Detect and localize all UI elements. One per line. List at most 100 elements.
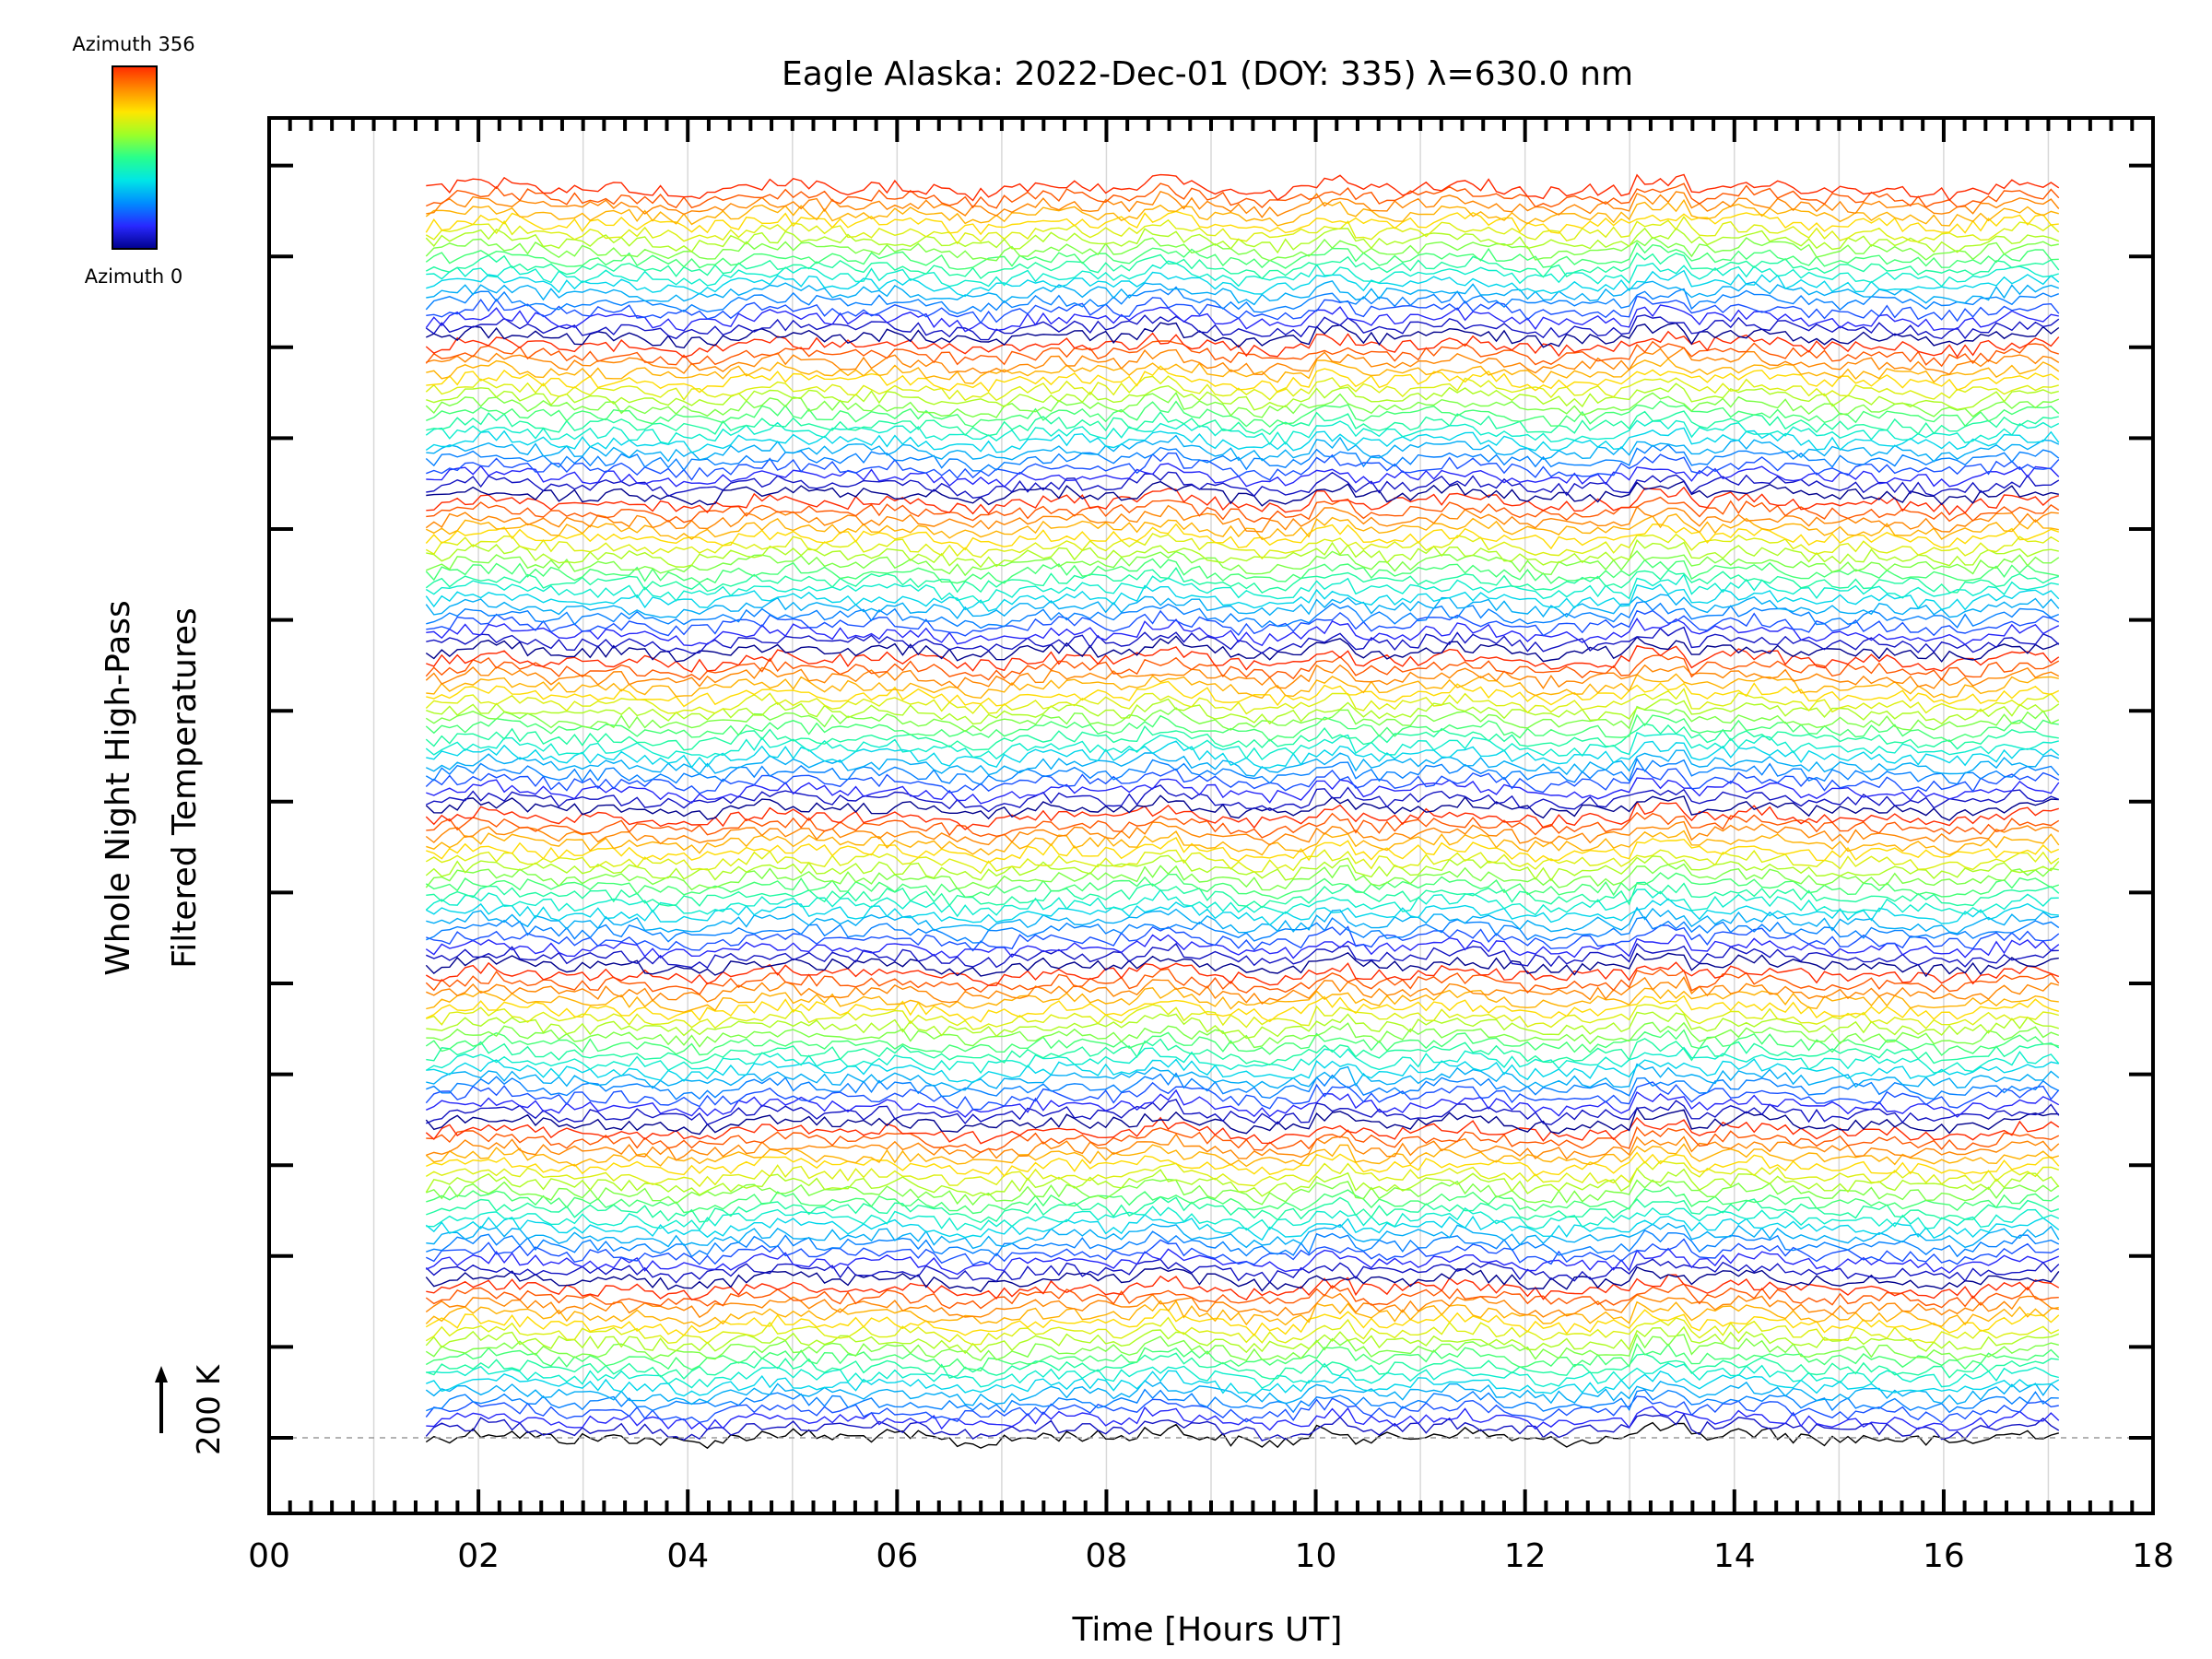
series-line	[426, 740, 2060, 769]
series-line	[425, 800, 2059, 830]
series-line	[425, 968, 2060, 995]
x-tick-label: 08	[1086, 1537, 1128, 1575]
series-line	[426, 837, 2060, 864]
series-line	[426, 1230, 2060, 1258]
series-line	[426, 1178, 2060, 1206]
x-tick-label: 00	[248, 1537, 290, 1575]
x-tick-label: 10	[1295, 1537, 1337, 1575]
colorbar-bottom-label: Azimuth 0	[85, 265, 183, 288]
series-line	[425, 286, 2060, 314]
series-line	[426, 626, 2060, 654]
series-line	[425, 594, 2060, 620]
series-line	[426, 644, 2060, 673]
series-line	[426, 673, 2059, 700]
series-line	[426, 365, 2060, 394]
series-line	[425, 820, 2060, 846]
x-tick-labels: 00 02 04 06 08 10 12 14 16 18	[248, 1537, 2174, 1575]
scale-label: 200 K	[191, 1363, 228, 1455]
series-line	[425, 713, 2059, 743]
series-line	[426, 1004, 2059, 1030]
x-axis-label: Time [Hours UT]	[1072, 1611, 1343, 1649]
series-line	[426, 1058, 2059, 1084]
series-line	[425, 1292, 2059, 1319]
series-line	[425, 688, 2060, 715]
series-line	[426, 452, 2060, 481]
series-line	[426, 182, 2060, 209]
series-line	[425, 654, 2060, 681]
series-line	[426, 410, 2059, 437]
series-line	[426, 173, 2060, 202]
series-line	[425, 1413, 2060, 1441]
series-line	[425, 304, 2059, 333]
series-line	[425, 723, 2059, 751]
series-line	[425, 1342, 2060, 1372]
series-line	[426, 1274, 2060, 1300]
series-line	[425, 1325, 2060, 1355]
series-line	[425, 567, 2060, 594]
series-line	[426, 538, 2059, 569]
series-line	[426, 617, 2060, 647]
series-line	[425, 340, 2060, 368]
series-line	[426, 1352, 2059, 1380]
series-line	[426, 1151, 2060, 1178]
series-line	[425, 705, 2060, 733]
series-line	[426, 1021, 2060, 1049]
series-line	[425, 573, 2059, 604]
series-line	[425, 392, 2060, 418]
series-line	[425, 934, 2060, 959]
x-tick-label: 16	[1923, 1537, 1965, 1575]
series-line	[425, 533, 2060, 560]
series-line	[425, 849, 2060, 875]
series-line	[426, 471, 2060, 500]
series-line	[425, 1380, 2060, 1406]
series-line	[425, 758, 2060, 786]
series-line	[426, 358, 2060, 384]
series-line	[426, 680, 2060, 708]
series-line	[426, 549, 2060, 577]
series-line	[426, 1088, 2060, 1118]
series-line	[425, 241, 2059, 270]
series-line	[425, 210, 2059, 236]
y-axis-label-line1: Whole Night High-Pass	[100, 600, 137, 976]
series-line	[425, 1333, 2059, 1362]
series-line	[425, 513, 2059, 541]
series-line	[425, 1258, 2060, 1284]
series-line	[426, 463, 2060, 488]
series-line	[426, 1072, 2060, 1100]
series-line	[426, 1195, 2060, 1224]
series-line	[426, 1038, 2060, 1066]
series-line	[425, 664, 2060, 689]
series-line	[425, 1266, 2060, 1293]
series-line	[425, 863, 2059, 891]
series-line	[426, 382, 2059, 411]
series-line	[426, 1362, 2059, 1389]
x-tick-label: 14	[1713, 1537, 1756, 1575]
series-line	[426, 496, 2060, 524]
series-line	[425, 1395, 2059, 1424]
colorbar-top-label: Azimuth 356	[72, 33, 194, 55]
series-line	[425, 419, 2060, 446]
series-line	[425, 1214, 2060, 1241]
series-line	[426, 1011, 2059, 1040]
series-line	[426, 1247, 2060, 1276]
series-line	[426, 269, 2060, 298]
series-line	[425, 635, 2060, 663]
series-line	[426, 994, 2059, 1023]
series-line	[425, 558, 2059, 584]
series-line	[425, 951, 2059, 978]
series-lines	[425, 173, 2060, 1450]
series-line	[425, 1283, 2059, 1310]
series-line	[425, 216, 2060, 245]
series-line	[426, 400, 2060, 429]
series-line	[425, 583, 2060, 612]
series-line	[425, 252, 2060, 280]
series-line	[425, 375, 2059, 402]
series-line	[425, 236, 2059, 262]
series-line	[425, 1316, 2060, 1346]
series-line	[425, 731, 2059, 761]
series-line	[426, 322, 2060, 349]
colorbar	[112, 65, 158, 250]
series-line	[426, 1206, 2060, 1231]
series-line	[425, 767, 2060, 794]
